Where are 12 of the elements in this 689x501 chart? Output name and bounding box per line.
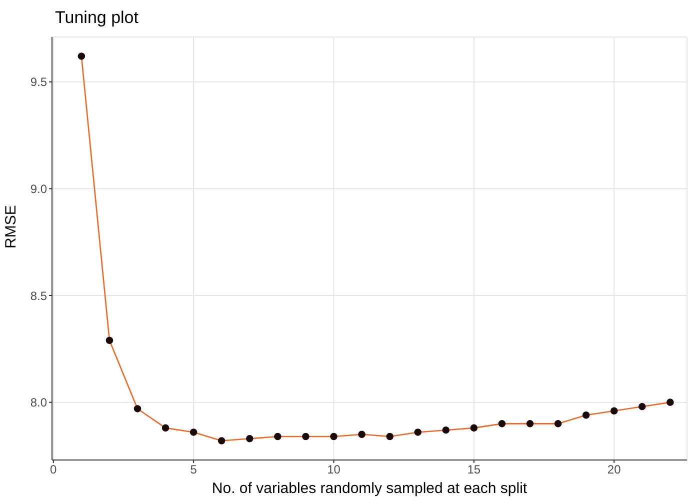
y-tick-label: 8.5 bbox=[30, 288, 48, 303]
y-tick-label: 9.0 bbox=[30, 182, 48, 196]
x-tick-label: 10 bbox=[327, 462, 341, 477]
x-axis-title: No. of variables randomly sampled at each split bbox=[212, 480, 528, 497]
y-tick-label: 8.0 bbox=[30, 396, 48, 410]
x-tick-label: 15 bbox=[467, 462, 481, 477]
x-tick-label: 0 bbox=[50, 462, 58, 477]
x-tick-label: 5 bbox=[190, 462, 198, 477]
chart-title: Tuning plot bbox=[55, 8, 138, 28]
y-tick-label: 9.5 bbox=[30, 75, 48, 90]
x-tick-label: 20 bbox=[607, 462, 622, 477]
y-axis-title: RMSE bbox=[2, 205, 20, 248]
